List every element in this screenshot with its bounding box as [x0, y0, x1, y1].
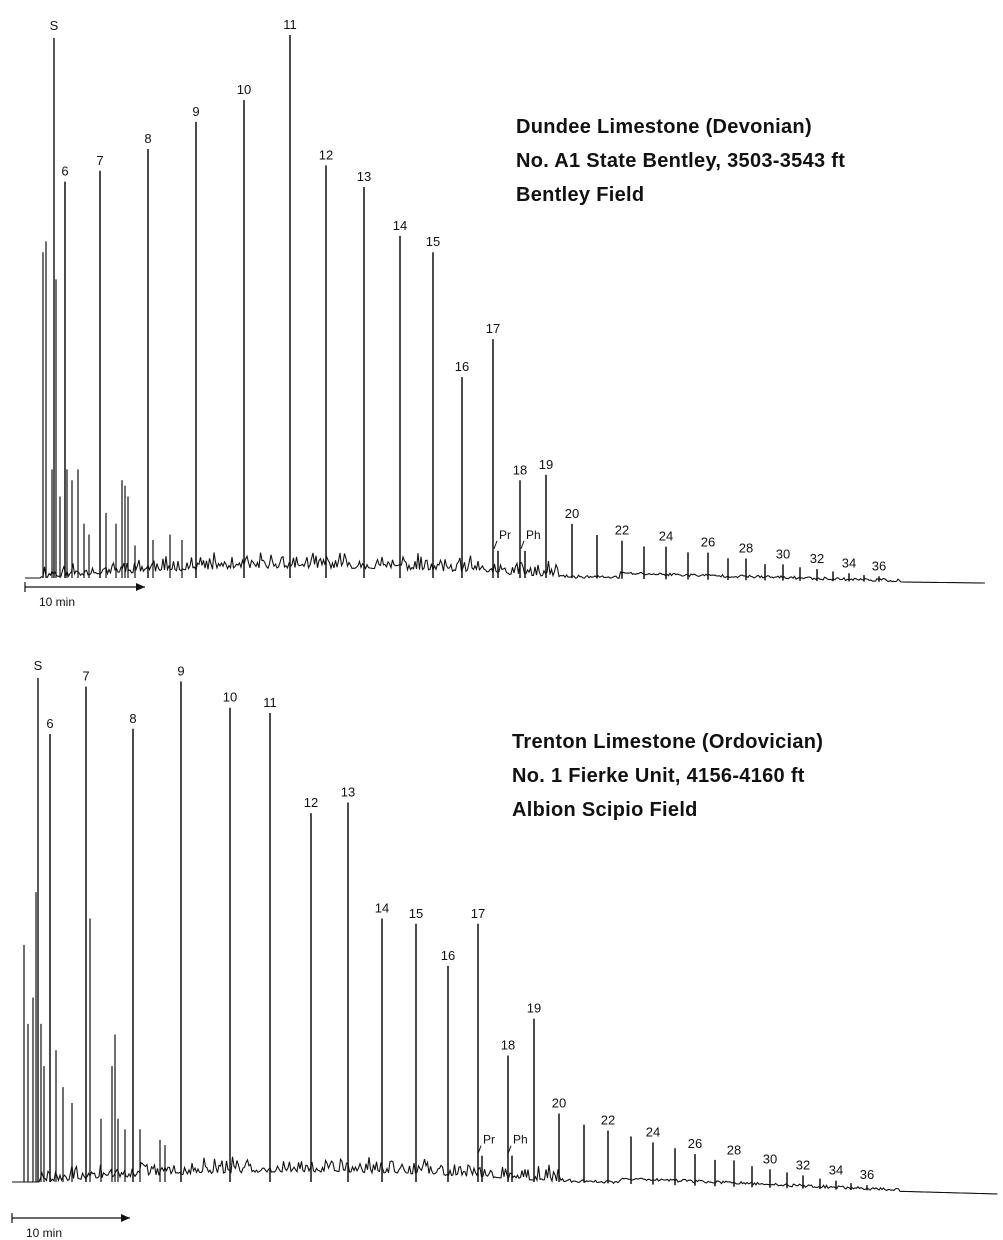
baseline-trace	[25, 552, 985, 584]
peak-label-34: 34	[829, 1163, 843, 1178]
peak-label-14: 14	[393, 218, 407, 233]
peak-label-7: 7	[96, 153, 103, 168]
peak-label-8: 8	[129, 711, 136, 726]
peak-label-30: 30	[776, 546, 790, 561]
peak-label-32: 32	[810, 551, 824, 566]
solvent-label: S	[50, 18, 59, 33]
peak-label-7: 7	[82, 669, 89, 684]
peak-label-20: 20	[565, 506, 579, 521]
peak-label-19: 19	[539, 457, 553, 472]
peak-label-Pr: Pr	[499, 528, 511, 542]
peak-label-18: 18	[501, 1038, 515, 1053]
peak-label-15: 15	[409, 906, 423, 921]
peak-label-13: 13	[341, 785, 355, 800]
peak-pointer-Pr	[493, 540, 498, 550]
chromatogram-dundee: S 6 7 8 9 10 11 12 13 14 15 16 17 Pr 18 Ph 19 20 22 24 26 28 3…	[24, 17, 985, 609]
peak-label-36: 36	[860, 1167, 874, 1182]
peak-label-11: 11	[263, 695, 277, 710]
sample-info-trenton: Trenton Limestone (Ordovician) No. 1 Fie…	[512, 725, 823, 827]
peak-label-6: 6	[61, 164, 68, 179]
peak-label-12: 12	[304, 795, 318, 810]
baseline-trace	[12, 1156, 998, 1195]
peak-label-20: 20	[552, 1095, 566, 1110]
peak-label-26: 26	[701, 535, 715, 550]
peak-label-17: 17	[486, 321, 500, 336]
sample-info-dundee: Dundee Limestone (Devonian) No. A1 State…	[516, 110, 845, 212]
solvent-label: S	[34, 658, 43, 673]
peak-label-19: 19	[527, 1001, 541, 1016]
peak-pointer-Pr	[477, 1145, 482, 1154]
peak-label-36: 36	[872, 558, 886, 573]
peak-label-6: 6	[46, 716, 53, 731]
peak-label-26: 26	[688, 1136, 702, 1151]
peak-label-8: 8	[144, 131, 151, 146]
peak-label-16: 16	[455, 359, 469, 374]
peak-label-18: 18	[513, 462, 527, 477]
scale-bar-label: 10 min	[26, 1226, 62, 1240]
peak-label-14: 14	[375, 901, 389, 916]
chromatogram-trenton: S 6 7 8 9 10 11 12 13 14 15 16 17 Pr 18 Ph 19 20 22 24 26 28 3…	[11, 658, 998, 1240]
peak-label-Pr: Pr	[483, 1133, 495, 1147]
scale-bar-arrow	[121, 1214, 130, 1222]
peak-label-30: 30	[763, 1151, 777, 1166]
formation-title: Dundee Limestone (Devonian)	[516, 116, 812, 138]
peak-label-10: 10	[223, 690, 237, 705]
well-description: No. A1 State Bentley, 3503-3543 ft	[516, 150, 846, 172]
peak-label-10: 10	[237, 82, 251, 97]
peak-label-22: 22	[601, 1113, 615, 1128]
peak-label-Ph: Ph	[526, 528, 541, 542]
peak-label-28: 28	[739, 540, 753, 555]
peak-label-16: 16	[441, 948, 455, 963]
peak-label-28: 28	[727, 1142, 741, 1157]
peak-label-24: 24	[646, 1124, 660, 1139]
peak-label-9: 9	[192, 104, 199, 119]
peak-label-13: 13	[357, 169, 371, 184]
peak-label-12: 12	[319, 147, 333, 162]
well-description: No. 1 Fierke Unit, 4156-4160 ft	[512, 765, 805, 787]
peak-label-24: 24	[659, 529, 673, 544]
peak-pointer-Ph	[520, 540, 525, 550]
scale-bar-label: 10 min	[39, 595, 75, 609]
peak-label-9: 9	[177, 663, 184, 678]
peak-label-34: 34	[842, 555, 856, 570]
field-name: Bentley Field	[516, 184, 645, 206]
peak-pointer-Ph	[507, 1145, 512, 1154]
formation-title: Trenton Limestone (Ordovician)	[512, 731, 824, 753]
scale-bar-arrow	[136, 583, 145, 591]
peak-label-17: 17	[471, 906, 485, 921]
peak-label-22: 22	[615, 523, 629, 538]
peak-label-15: 15	[426, 234, 440, 249]
peak-label-32: 32	[796, 1157, 810, 1172]
peak-label-Ph: Ph	[513, 1133, 528, 1147]
peak-label-11: 11	[283, 17, 297, 32]
field-name: Albion Scipio Field	[512, 799, 698, 821]
